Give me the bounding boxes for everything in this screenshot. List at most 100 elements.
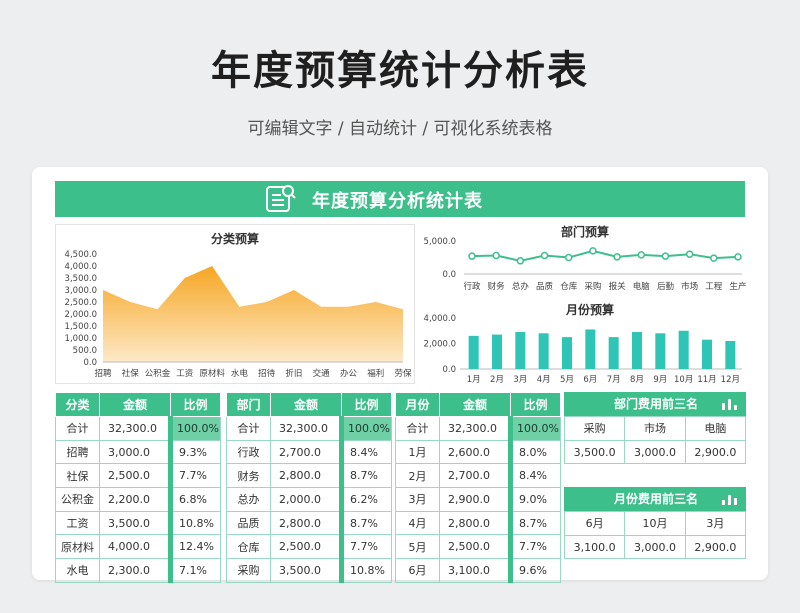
column-header: 比例 bbox=[170, 392, 221, 417]
table-cell: 3月 bbox=[395, 487, 440, 512]
column-header: 分类 bbox=[55, 392, 100, 417]
line-point bbox=[613, 253, 621, 261]
table-cell: 10.8% bbox=[168, 510, 221, 536]
bar bbox=[678, 330, 689, 369]
table-cell: 32,300.0 bbox=[270, 416, 342, 441]
table-cell: 5月 bbox=[395, 534, 440, 560]
table-cell: 品质 bbox=[226, 510, 271, 536]
table-cell: 6.2% bbox=[339, 487, 392, 512]
x-tick-label: 劳保 bbox=[394, 368, 412, 379]
table-cell: 2,500.0 bbox=[270, 534, 342, 560]
department-budget-chart: 部门预算 5,000.0 0.0 行政 财务 总办 品质 仓库 采购 报关 电脑 后勤 市场 工程 生产 bbox=[424, 224, 747, 292]
table-cell: 2,900.0 bbox=[684, 534, 747, 560]
x-tick-label: 2月 bbox=[490, 375, 504, 385]
y-tick-label: 3,000.0 bbox=[65, 286, 97, 296]
column-header: 比例 bbox=[341, 392, 392, 417]
x-tick-label: 6月 bbox=[583, 375, 597, 385]
table-cell: 7.1% bbox=[168, 558, 221, 583]
table-cell: 2,000.0 bbox=[270, 487, 342, 512]
x-tick-label: 招待 bbox=[258, 368, 276, 379]
chart-title: 分类预算 bbox=[211, 231, 259, 246]
line-point bbox=[710, 254, 718, 262]
x-tick-label: 招聘 bbox=[94, 368, 112, 379]
category-budget-chart: 分类预算 4,500.0 4,000.0 3,500.0 3,000.0 2,500.0 2… bbox=[65, 231, 412, 379]
report-banner-title: 年度预算分析统计表 bbox=[312, 191, 483, 212]
line-point bbox=[516, 257, 525, 265]
table-cell: 10月 bbox=[624, 511, 686, 536]
bar bbox=[562, 337, 572, 369]
bar bbox=[538, 333, 549, 369]
table-cell: 8.4% bbox=[508, 463, 561, 489]
x-tick-label: 行政 bbox=[463, 281, 481, 292]
table-cell: 1月 bbox=[395, 439, 440, 465]
table-row: 社保 2,500.0 7.7% bbox=[55, 463, 221, 489]
month-top3-header: 月份费用前三名 bbox=[564, 487, 746, 511]
table-cell: 4,000.0 bbox=[99, 534, 171, 560]
table-cell: 社保 bbox=[55, 463, 100, 489]
bar bbox=[492, 334, 502, 369]
table-row: 招聘 3,000.0 9.3% bbox=[55, 439, 221, 465]
x-tick-label: 工资 bbox=[176, 368, 194, 379]
line-point bbox=[589, 247, 597, 255]
table-cell: 电脑 bbox=[684, 416, 747, 441]
category-chart-frame bbox=[55, 224, 415, 384]
table-cell: 8.0% bbox=[508, 439, 561, 465]
line-point bbox=[661, 252, 670, 260]
line-series bbox=[471, 249, 739, 262]
x-tick-label: 报关 bbox=[609, 281, 627, 292]
bar-chart-icon bbox=[722, 399, 737, 410]
x-tick-label: 办公 bbox=[340, 368, 358, 379]
y-tick-label: 0.0 bbox=[442, 270, 456, 280]
page-title: 年度预算统计分析表 bbox=[211, 48, 589, 94]
table-cell: 100.0% bbox=[339, 416, 392, 441]
report-banner bbox=[55, 181, 745, 217]
table-cell: 合计 bbox=[395, 416, 440, 441]
table-cell: 3,000.0 bbox=[624, 534, 686, 560]
bar bbox=[468, 335, 479, 369]
table-cell: 6月 bbox=[563, 511, 626, 536]
table-cell: 2,300.0 bbox=[99, 558, 171, 583]
x-tick-label: 电脑 bbox=[633, 281, 651, 292]
bar-chart-icon bbox=[722, 495, 737, 505]
bar bbox=[585, 329, 596, 369]
y-tick-label: 1,000.0 bbox=[65, 334, 97, 344]
table-cell: 3,100.0 bbox=[563, 534, 626, 560]
table-cell: 3,000.0 bbox=[624, 439, 686, 465]
table-cell: 2,900.0 bbox=[439, 487, 511, 512]
y-tick-label: 2,500.0 bbox=[65, 298, 97, 308]
column-header: 金额 bbox=[270, 392, 342, 417]
table-row: 6月 3,100.0 9.6% bbox=[395, 558, 561, 583]
x-tick-label: 工程 bbox=[705, 282, 723, 292]
table-cell: 3,000.0 bbox=[99, 439, 171, 465]
table-cell: 32,300.0 bbox=[99, 416, 171, 441]
line-point bbox=[540, 251, 549, 260]
table-row: 公积金 2,200.0 6.8% bbox=[55, 487, 221, 512]
bar bbox=[725, 340, 736, 369]
chart-title: 月份预算 bbox=[565, 302, 614, 317]
table-row: 合计 32,300.0 100.0% bbox=[395, 416, 561, 441]
x-tick-label: 4月 bbox=[537, 375, 551, 385]
document-search-icon bbox=[266, 185, 296, 212]
column-header: 部门 bbox=[226, 392, 271, 417]
column-header: 比例 bbox=[510, 392, 561, 417]
y-tick-label: 4,000.0 bbox=[65, 262, 97, 272]
table-cell: 9.0% bbox=[508, 487, 561, 512]
x-tick-label: 折旧 bbox=[285, 368, 302, 379]
table-cell: 32,300.0 bbox=[439, 416, 511, 441]
table-cell: 2,900.0 bbox=[684, 439, 747, 465]
month-table: 月份 金额 比例 合计 32,300.0 100.0% 1月 2,600.0 8.0% … bbox=[395, 392, 561, 583]
dept-top3-title: 部门费用前三名 bbox=[614, 397, 699, 411]
table-row: 总办 2,000.0 6.2% bbox=[226, 487, 392, 512]
table-cell: 9.3% bbox=[168, 439, 221, 465]
y-tick-label: 2,000.0 bbox=[65, 310, 97, 320]
month-top3-title: 月份费用前三名 bbox=[614, 492, 699, 506]
table-cell: 水电 bbox=[55, 558, 100, 583]
y-tick-label: 0.0 bbox=[83, 358, 97, 368]
x-tick-label: 12月 bbox=[721, 375, 740, 385]
x-tick-label: 水电 bbox=[231, 368, 249, 379]
table-row: 品质 2,800.0 8.7% bbox=[226, 510, 392, 536]
table-cell: 市场 bbox=[624, 416, 686, 441]
table-cell: 原材料 bbox=[55, 534, 100, 560]
table-cell: 招聘 bbox=[55, 439, 100, 465]
x-tick-label: 交通 bbox=[313, 368, 331, 379]
